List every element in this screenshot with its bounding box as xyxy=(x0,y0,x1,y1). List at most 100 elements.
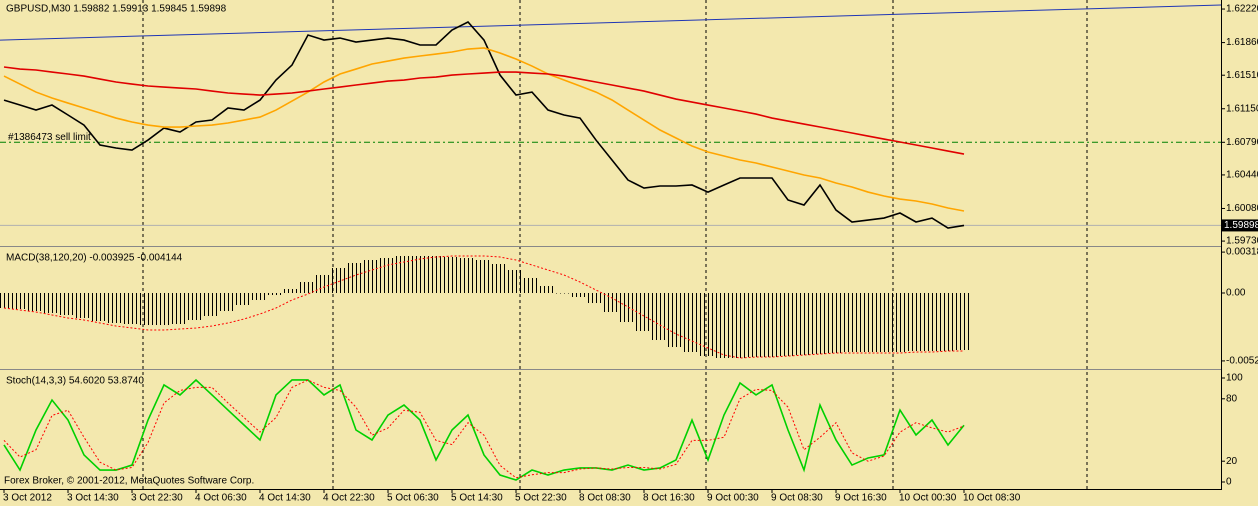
x-tick-label: 10 Oct 08:30 xyxy=(963,493,1021,504)
x-tick-label: 9 Oct 08:30 xyxy=(771,493,823,504)
macd-bar xyxy=(684,293,700,352)
x-tick-label: 10 Oct 00:30 xyxy=(899,493,957,504)
macd-bar xyxy=(844,293,860,352)
macd-bar xyxy=(524,278,540,294)
y-tick-label: 0 xyxy=(1226,477,1232,488)
macd-bar xyxy=(908,293,924,352)
macd-bar xyxy=(748,293,764,358)
macd-bar xyxy=(764,293,780,358)
macd-bar xyxy=(348,262,364,294)
macd-bar xyxy=(652,293,668,340)
series-line xyxy=(3,21,965,229)
macd-bar xyxy=(156,293,172,326)
macd-bar xyxy=(556,293,572,294)
macd-bar xyxy=(876,293,892,352)
macd-bar xyxy=(172,293,188,324)
y-tick-label: 1.59730 xyxy=(1226,236,1258,247)
macd-bar xyxy=(300,282,316,294)
macd-bar xyxy=(508,270,524,294)
macd-bar xyxy=(732,293,748,359)
macd-bar xyxy=(492,264,508,294)
x-tick-label: 9 Oct 00:30 xyxy=(707,493,759,504)
macd-bar xyxy=(444,257,460,294)
y-tick-label: 80 xyxy=(1226,393,1238,404)
macd-bar xyxy=(268,293,284,296)
x-tick-label: 5 Oct 22:30 xyxy=(515,493,567,504)
macd-bar xyxy=(428,256,444,294)
macd-bar xyxy=(60,293,76,316)
macd-bar xyxy=(860,293,876,352)
macd-bar xyxy=(956,293,972,351)
x-tick-label: 4 Oct 14:30 xyxy=(259,493,311,504)
macd-bar xyxy=(28,293,44,312)
macd-bar xyxy=(572,293,588,298)
x-tick-label: 3 Oct 2012 xyxy=(3,493,52,504)
y-tick-label: 100 xyxy=(1226,373,1243,384)
price-title: GBPUSD,M30 1.59882 1.59913 1.59845 1.598… xyxy=(6,4,227,15)
macd-bar xyxy=(892,293,908,352)
macd-bar xyxy=(540,286,556,294)
x-tick-label: 8 Oct 08:30 xyxy=(579,493,631,504)
macd-bar xyxy=(812,293,828,355)
y-tick-label: 1.60790 xyxy=(1226,137,1258,148)
macd-bar xyxy=(364,260,380,294)
macd-bar xyxy=(76,293,92,319)
macd-bar xyxy=(940,293,956,352)
macd-bar xyxy=(668,293,684,348)
x-tick-label: 5 Oct 14:30 xyxy=(451,493,503,504)
y-tick-label: 1.60080 xyxy=(1226,203,1258,214)
macd-bar xyxy=(284,289,300,294)
macd-bar xyxy=(92,293,108,322)
macd-bar xyxy=(476,260,492,294)
macd-bar xyxy=(412,256,428,294)
macd-bar xyxy=(204,293,220,316)
y-tick-label: 0.00 xyxy=(1226,288,1246,299)
macd-title: MACD(38,120,20) -0.003925 -0.004144 xyxy=(6,253,183,264)
macd-bar xyxy=(316,274,332,294)
macd-bar xyxy=(620,293,636,323)
macd-bar xyxy=(828,293,844,354)
macd-bar xyxy=(588,293,604,304)
macd-bar xyxy=(44,293,60,314)
macd-bar xyxy=(124,293,140,324)
price-tag-label: 1.59898 xyxy=(1224,220,1258,231)
series-line xyxy=(3,378,965,481)
macd-bar xyxy=(780,293,796,356)
x-tick-label: 5 Oct 06:30 xyxy=(387,493,439,504)
price-tag xyxy=(1222,219,1258,232)
trend-line xyxy=(0,4,1222,41)
y-tick-label: 1.62220 xyxy=(1226,4,1258,15)
macd-bar xyxy=(604,293,620,312)
order-label: #1386473 sell limit xyxy=(8,132,91,143)
macd-bar xyxy=(700,293,716,356)
macd-bar xyxy=(188,293,204,320)
y-tick-label: 1.61150 xyxy=(1226,103,1258,114)
macd-bar xyxy=(220,293,236,312)
macd-bar xyxy=(636,293,652,332)
series-line xyxy=(3,47,965,212)
macd-bar xyxy=(924,293,940,352)
macd-bar xyxy=(796,293,812,356)
macd-bar xyxy=(460,258,476,294)
x-tick-label: 3 Oct 14:30 xyxy=(67,493,119,504)
x-tick-label: 9 Oct 16:30 xyxy=(835,493,887,504)
y-tick-label: 20 xyxy=(1226,456,1238,467)
macd-bar xyxy=(140,293,156,326)
series-line xyxy=(3,379,965,479)
x-tick-label: 8 Oct 16:30 xyxy=(643,493,695,504)
y-tick-label: 1.61510 xyxy=(1226,70,1258,81)
footer: Forex Broker, © 2001-2012, MetaQuotes So… xyxy=(4,476,254,487)
macd-bar xyxy=(716,293,732,359)
macd-bar xyxy=(236,293,252,306)
x-tick-label: 4 Oct 22:30 xyxy=(323,493,375,504)
macd-bar xyxy=(252,293,268,300)
x-tick-label: 4 Oct 06:30 xyxy=(195,493,247,504)
macd-bar xyxy=(0,293,12,308)
y-tick-label: -0.00528 xyxy=(1226,356,1258,367)
y-tick-label: 0.00318 xyxy=(1226,247,1258,258)
y-tick-label: 1.61860 xyxy=(1226,37,1258,48)
macd-bar xyxy=(108,293,124,324)
macd-bar xyxy=(12,293,28,310)
